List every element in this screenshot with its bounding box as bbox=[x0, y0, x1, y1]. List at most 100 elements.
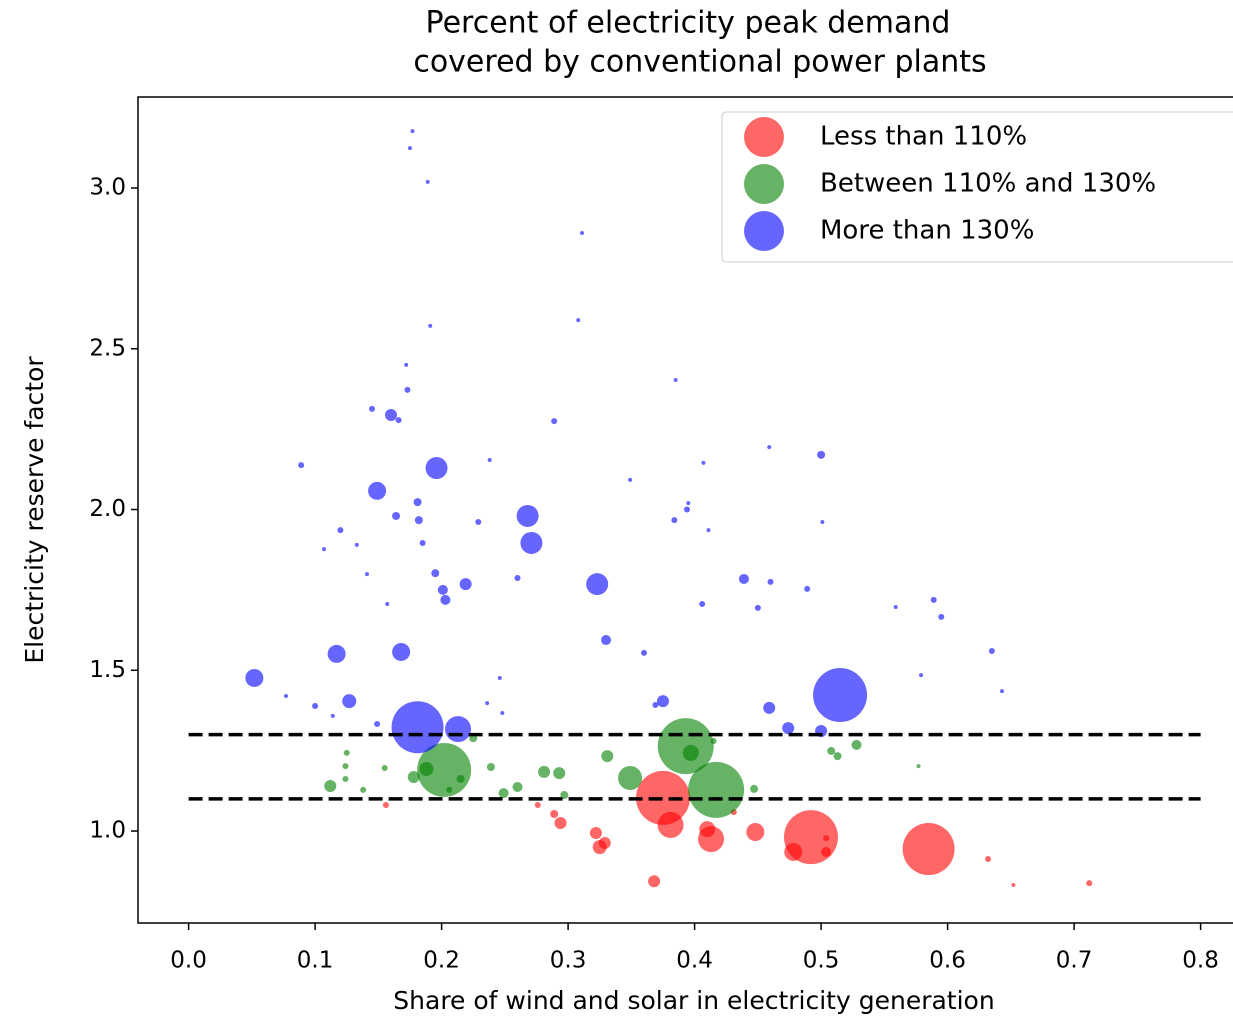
bubble bbox=[817, 450, 826, 459]
bubble bbox=[385, 602, 390, 607]
bubble bbox=[763, 701, 776, 714]
bubble bbox=[851, 739, 862, 750]
bubble bbox=[938, 613, 945, 620]
bubble bbox=[673, 377, 678, 382]
bubble bbox=[648, 875, 661, 888]
bubble bbox=[767, 445, 772, 450]
x-tick-label: 0.4 bbox=[676, 948, 713, 974]
bubble bbox=[635, 770, 690, 825]
bubble bbox=[497, 675, 502, 680]
bubble bbox=[746, 823, 765, 842]
bubble bbox=[656, 695, 669, 708]
bubble bbox=[985, 856, 992, 863]
x-tick-label: 0.7 bbox=[1056, 948, 1093, 974]
bubble bbox=[419, 761, 434, 776]
bubble bbox=[382, 802, 389, 808]
bubble bbox=[245, 668, 264, 687]
plot-area bbox=[245, 129, 1093, 888]
bubble bbox=[425, 179, 430, 184]
bubble bbox=[385, 408, 397, 421]
bubble bbox=[485, 701, 490, 706]
bubble bbox=[916, 764, 921, 769]
y-axis-label: Electricity reserve factor bbox=[20, 356, 49, 664]
bubble bbox=[738, 573, 749, 584]
bubble bbox=[440, 594, 451, 605]
bubble bbox=[392, 642, 411, 661]
bubble bbox=[641, 649, 647, 656]
x-tick-label: 0.1 bbox=[297, 948, 334, 974]
x-tick-label: 0.3 bbox=[550, 948, 587, 974]
bubble bbox=[404, 362, 409, 367]
bubble bbox=[671, 517, 678, 524]
bubble bbox=[586, 573, 609, 596]
bubble bbox=[431, 569, 440, 578]
bubble bbox=[827, 746, 836, 755]
bubble bbox=[487, 458, 492, 463]
chart-title: Percent of electricity peak demand bbox=[426, 6, 951, 41]
bubble bbox=[312, 702, 319, 709]
bubble bbox=[419, 539, 426, 546]
bubble bbox=[1011, 883, 1016, 888]
bubble bbox=[369, 405, 376, 412]
bubble bbox=[560, 791, 569, 800]
y-tick-label: 2.5 bbox=[89, 335, 126, 361]
bubble bbox=[520, 531, 543, 554]
bubble bbox=[425, 457, 448, 480]
bubble bbox=[446, 786, 453, 793]
bubble bbox=[919, 673, 924, 678]
bubble bbox=[381, 765, 388, 772]
legend-label: Between 110% and 130% bbox=[820, 169, 1156, 199]
bubble bbox=[684, 506, 691, 513]
bubble bbox=[514, 575, 521, 582]
bubble bbox=[618, 765, 643, 790]
bubble bbox=[657, 811, 684, 838]
bubble bbox=[534, 802, 541, 808]
bubble bbox=[893, 604, 898, 609]
x-tick-label: 0.0 bbox=[170, 948, 207, 974]
bubble bbox=[686, 501, 691, 506]
chart-title: covered by conventional power plants bbox=[413, 45, 986, 80]
bubble bbox=[342, 775, 349, 782]
bubble bbox=[298, 462, 305, 469]
bubble bbox=[360, 786, 367, 793]
bubble bbox=[657, 718, 714, 775]
bubble bbox=[354, 542, 359, 547]
bubble bbox=[576, 318, 581, 323]
bubble bbox=[652, 702, 659, 709]
bubble bbox=[580, 231, 585, 236]
bubble bbox=[413, 498, 422, 507]
x-axis-label: Share of wind and solar in electricity g… bbox=[393, 986, 994, 1015]
bubble bbox=[902, 823, 955, 876]
bubble bbox=[706, 528, 711, 533]
bubble bbox=[475, 519, 482, 526]
bubble bbox=[486, 763, 495, 772]
bubble bbox=[750, 784, 759, 793]
bubble bbox=[1086, 880, 1093, 887]
bubble bbox=[699, 601, 706, 608]
bubble bbox=[395, 417, 402, 424]
bubble bbox=[368, 481, 387, 500]
legend-label: Less than 110% bbox=[820, 122, 1027, 152]
bubble bbox=[833, 752, 842, 761]
bubble bbox=[407, 146, 412, 151]
bubble bbox=[459, 578, 472, 591]
bubble bbox=[784, 842, 803, 861]
bubble bbox=[498, 788, 509, 799]
bubble bbox=[414, 516, 423, 525]
bubble bbox=[437, 584, 448, 595]
bubble bbox=[598, 836, 611, 849]
bubble bbox=[710, 738, 717, 745]
bubble bbox=[589, 826, 602, 839]
x-tick-label: 0.2 bbox=[423, 948, 460, 974]
bubble bbox=[407, 771, 420, 784]
bubble bbox=[330, 713, 335, 718]
x-tick-label: 0.8 bbox=[1182, 948, 1219, 974]
bubble bbox=[538, 765, 551, 778]
x-tick-label: 0.5 bbox=[803, 948, 840, 974]
y-tick-label: 3.0 bbox=[89, 174, 126, 200]
bubble bbox=[327, 644, 346, 663]
bubble bbox=[516, 504, 539, 527]
bubble bbox=[342, 694, 357, 709]
bubble bbox=[754, 604, 761, 611]
